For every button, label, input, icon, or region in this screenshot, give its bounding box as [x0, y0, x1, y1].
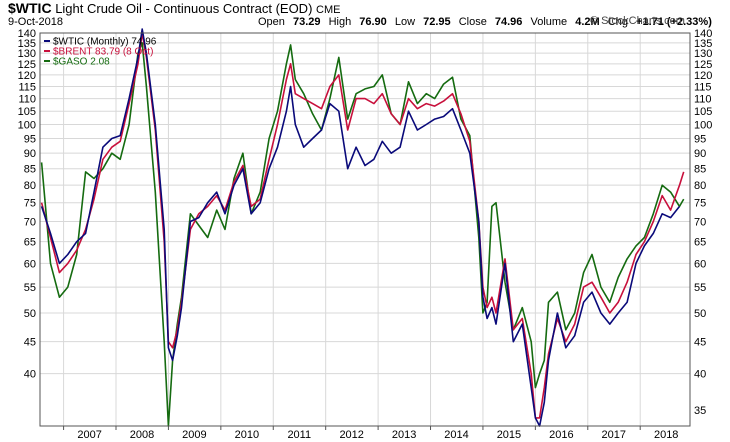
grid-lines	[40, 32, 690, 426]
y-tick-right: 85	[694, 164, 706, 176]
y-tick-right: 140	[694, 28, 712, 40]
y-tick-left: 65	[24, 237, 36, 249]
y-tick-left: 80	[24, 180, 36, 192]
series-line-gaso	[40, 42, 685, 427]
x-tick-label: 2013	[392, 429, 416, 441]
low-value: 72.95	[423, 16, 451, 28]
x-tick-label: 2016	[549, 429, 573, 441]
y-tick-left: 140	[18, 28, 36, 40]
instrument-name: Light Crude Oil - Continuous Contract (E…	[55, 1, 313, 16]
y-tick-right: 35	[694, 405, 706, 417]
x-tick-label: 2014	[444, 429, 468, 441]
plot-frame	[39, 32, 691, 427]
copyright-label: © StockCharts.com	[590, 15, 685, 27]
y-tick-left: 70	[24, 216, 36, 228]
y-tick-left: 60	[24, 258, 36, 270]
close-value: 74.96	[494, 16, 523, 28]
volume-value: 4.2M	[575, 16, 600, 28]
y-tick-right: 135	[694, 38, 712, 50]
x-tick-label: 2011	[287, 429, 311, 441]
y-tick-right: 70	[694, 216, 706, 228]
y-tick-left: 85	[24, 164, 36, 176]
x-tick-label: 2009	[182, 429, 206, 441]
x-tick-label: 2015	[497, 429, 521, 441]
y-tick-left: 50	[24, 308, 36, 320]
high-value: 76.90	[359, 16, 387, 28]
y-tick-right: 105	[694, 106, 712, 118]
series-line-wtic	[40, 28, 681, 427]
y-tick-right: 100	[694, 120, 712, 132]
x-tick-label: 2007	[77, 429, 101, 441]
y-tick-right: 65	[694, 237, 706, 249]
close-label: Close	[458, 16, 487, 28]
y-tick-right: 45	[694, 337, 706, 349]
y-tick-left: 95	[24, 133, 36, 145]
x-tick-label: 2018	[654, 429, 678, 441]
ohlc-readout: Open 73.29 High 76.90 Low 72.95 Close 74…	[258, 16, 717, 28]
y-tick-left: 105	[18, 106, 36, 118]
y-tick-right: 95	[694, 133, 706, 145]
y-tick-left: 110	[18, 94, 36, 106]
y-tick-left: 120	[18, 70, 36, 82]
y-tick-right: 50	[694, 308, 706, 320]
y-axis-right: 3540455055606570758085909510010511011512…	[694, 28, 712, 417]
y-tick-right: 40	[694, 369, 706, 381]
y-tick-right: 55	[694, 282, 706, 294]
y-tick-right: 80	[694, 180, 706, 192]
x-tick-label: 2012	[339, 429, 363, 441]
y-tick-right: 90	[694, 148, 706, 160]
y-tick-right: 130	[694, 48, 712, 60]
chart-date: 9-Oct-2018	[8, 16, 64, 28]
y-tick-left: 125	[18, 59, 36, 71]
chg-value: +1.71 (+2.33%)	[636, 16, 712, 28]
y-tick-right: 125	[694, 59, 712, 71]
legend-entry-gaso: $GASO 2.08	[53, 57, 110, 68]
open-value: 73.29	[292, 16, 321, 28]
y-tick-left: 75	[24, 198, 36, 210]
legend-entry-wtic: $WTIC (Monthly) 74.96	[53, 37, 157, 48]
y-axis-left: 4045505560657075808590951001051101151201…	[18, 28, 36, 381]
chart-title: $WTIC Light Crude Oil - Continuous Contr…	[8, 0, 730, 16]
y-tick-right: 110	[694, 94, 712, 106]
y-tick-left: 115	[18, 81, 36, 93]
low-label: Low	[394, 16, 416, 28]
x-tick-label: 2017	[602, 429, 626, 441]
y-tick-right: 75	[694, 198, 706, 210]
exchange-label: CME	[316, 4, 341, 16]
series-lines	[40, 28, 685, 427]
x-tick-label: 2008	[130, 429, 154, 441]
open-label: Open	[258, 16, 285, 28]
chg-label: Chg	[607, 16, 628, 28]
y-tick-left: 45	[24, 337, 36, 349]
y-tick-left: 40	[24, 369, 36, 381]
legend-entry-brent: $BRENT 83.79 (8 Oct)	[53, 47, 153, 58]
y-tick-right: 120	[694, 70, 712, 82]
legend: $WTIC (Monthly) 74.96$BRENT 83.79 (8 Oct…	[44, 37, 157, 68]
y-tick-right: 60	[694, 258, 706, 270]
volume-label: Volume	[530, 16, 568, 28]
y-tick-left: 135	[18, 38, 36, 50]
x-tick-label: 2010	[235, 429, 259, 441]
y-tick-left: 130	[18, 48, 36, 60]
y-tick-left: 100	[18, 120, 36, 132]
high-label: High	[328, 16, 352, 28]
symbol-label: $WTIC	[8, 0, 52, 16]
y-tick-right: 115	[694, 81, 712, 93]
y-tick-left: 55	[24, 282, 36, 294]
x-axis: 2007 2008 2009 2010 2011 2012 2013 2014 2015 2016…	[63, 426, 678, 441]
y-tick-left: 90	[24, 148, 36, 160]
